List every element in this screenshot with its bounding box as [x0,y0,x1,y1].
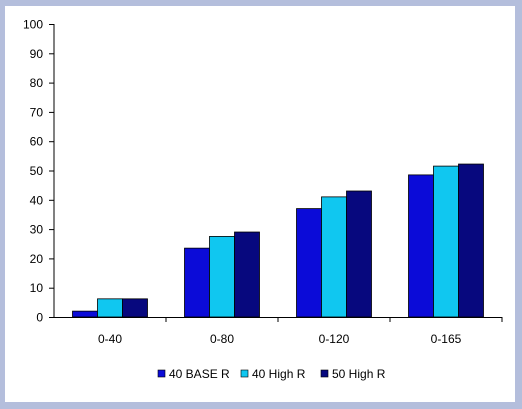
x-tick-label: 0-40 [98,332,122,346]
bar-40-high-r-0-120 [321,196,347,318]
y-axis: 0 10 20 30 40 50 60 70 80 90 100 [23,18,55,325]
y-tick-label: 90 [30,47,44,61]
bar-50-high-r-0-165 [458,163,484,318]
x-axis: 0-40 0-80 0-120 0-165 [54,317,503,346]
x-tick-label: 0-120 [319,332,350,346]
bar-40-high-r-0-40 [97,298,123,318]
legend-label: 50 High R [332,367,386,381]
legend-label: 40 High R [252,367,306,381]
y-tick-label: 40 [30,193,44,207]
y-tick-label: 50 [30,164,44,178]
bar-40-high-r-0-165 [433,165,459,318]
legend-swatch [157,369,166,378]
bar-40-base-r-0-165 [408,174,434,318]
legend: 40 BASE R 40 High R 50 High R [157,367,386,381]
bar-40-base-r-0-80 [184,247,210,318]
y-tick-label: 20 [30,252,44,266]
bar-50-high-r-0-120 [346,190,372,318]
y-tick-label: 0 [36,311,43,325]
bar-40-base-r-0-40 [72,310,98,318]
y-tick-label: 100 [23,18,43,32]
legend-swatch [240,369,249,378]
bar-50-high-r-0-80 [234,231,260,318]
bar-40-high-r-0-80 [209,236,235,318]
y-tick-label: 30 [30,223,44,237]
legend-swatch [320,369,329,378]
x-tick-label: 0-80 [210,332,234,346]
y-tick-label: 80 [30,76,44,90]
bar-50-high-r-0-40 [122,298,148,318]
legend-label: 40 BASE R [169,367,230,381]
y-tick-label: 60 [30,135,44,149]
x-tick-label: 0-165 [431,332,462,346]
y-tick-label: 70 [30,105,44,119]
bar-40-base-r-0-120 [296,208,322,318]
y-tick-label: 10 [30,281,44,295]
bars [72,163,484,318]
